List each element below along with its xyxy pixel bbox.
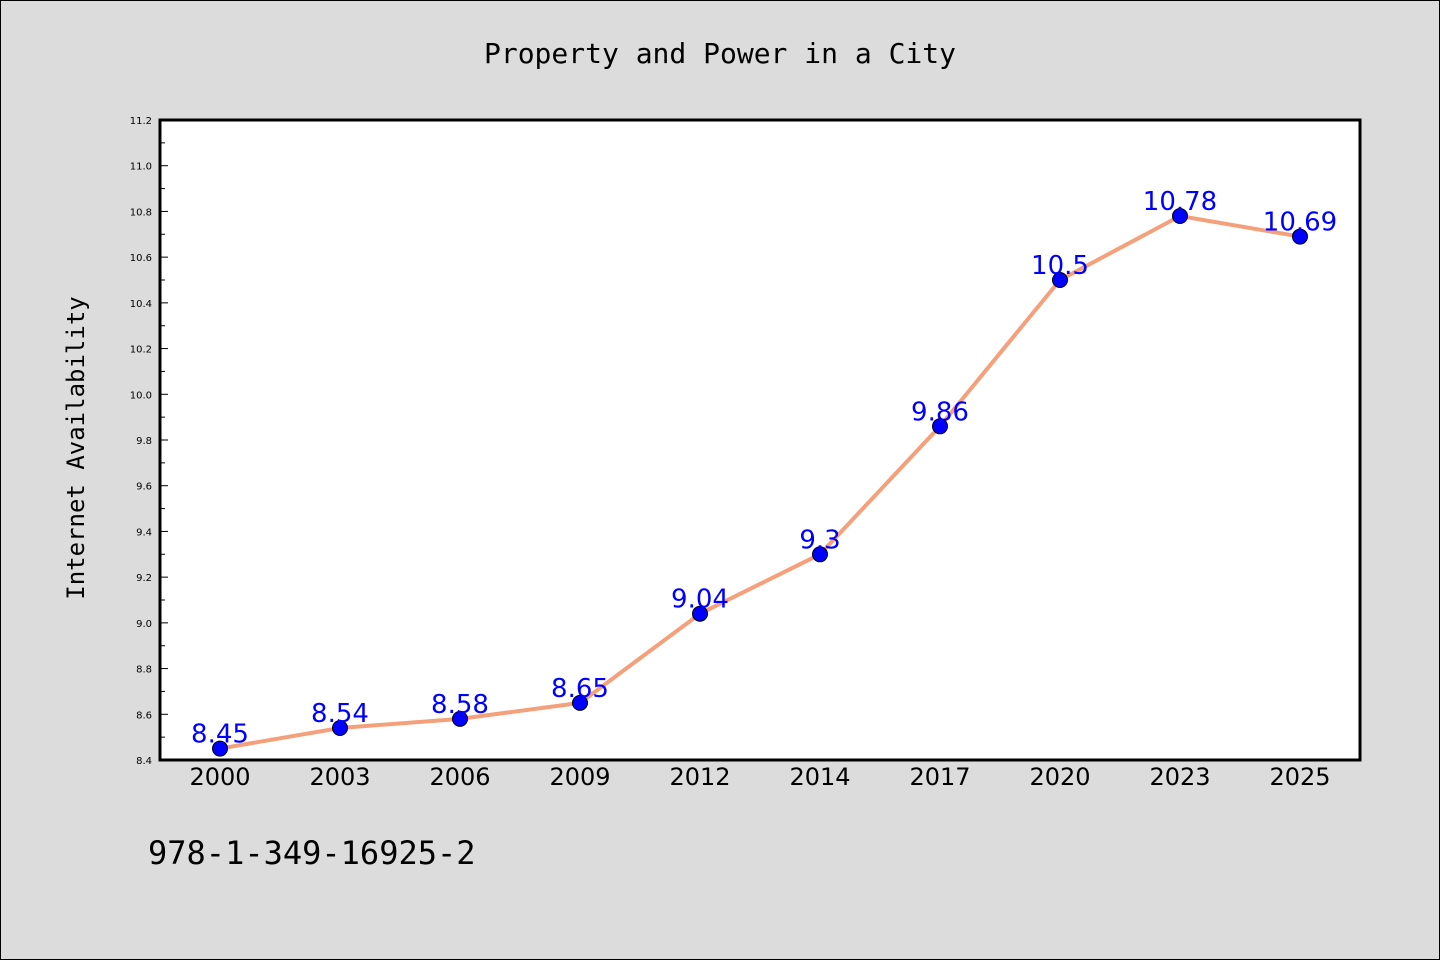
x-tick-label: 2003 (309, 763, 370, 791)
data-label: 9.86 (911, 397, 969, 427)
series-line (219, 214, 1301, 751)
y-tick-label: 8.4 (136, 756, 152, 767)
y-tick-label: 11.0 (130, 162, 152, 173)
data-label: 8.54 (311, 699, 369, 729)
y-tick-label: 9.8 (136, 436, 152, 447)
x-tick-label: 2014 (789, 763, 850, 791)
series-line-group: 8.45 8.54 8.58 8.65 9.04 9.3 9.86 10.5 10.78 10.6… (191, 187, 1337, 757)
data-point (692, 605, 708, 622)
y-tick-label: 9.4 (136, 527, 152, 538)
data-point (212, 740, 228, 757)
y-tick-label: 9.6 (136, 482, 152, 493)
x-tick-label: 2023 (1149, 763, 1210, 791)
y-tick-label: 8.6 (136, 710, 152, 721)
data-point (1292, 228, 1308, 245)
y-tick-label: 10.2 (130, 345, 152, 356)
data-point (1172, 208, 1188, 224)
y-axis: 8.4 8.6 8.8 9.0 9.2 9.4 9.6 9.8 10.0 10.2 10.4 10.6… (130, 116, 168, 767)
data-label: 10.69 (1263, 208, 1337, 238)
data-point (452, 710, 468, 727)
data-label: 10.5 (1031, 251, 1089, 281)
y-tick-label: 9.2 (136, 573, 152, 584)
x-tick-label: 2017 (909, 763, 970, 791)
x-tick-label: 2025 (1269, 763, 1330, 791)
data-label: 9.3 (799, 525, 840, 555)
y-tick-label: 10.4 (130, 299, 152, 310)
chart-title: Property and Power in a City (484, 37, 956, 70)
data-label: 10.78 (1143, 187, 1217, 217)
y-axis-label: Internet Availability (62, 296, 90, 599)
data-label: 8.65 (551, 674, 609, 704)
data-point (332, 720, 348, 736)
y-tick-label: 10.6 (130, 253, 152, 264)
x-axis: 2000 2003 2006 2009 2012 2014 2017 2020 2023 2025 (189, 763, 1330, 791)
y-tick-label: 11.2 (130, 116, 152, 127)
data-point (932, 418, 948, 435)
data-point (812, 546, 828, 563)
x-tick-label: 2006 (429, 763, 490, 791)
x-tick-label: 2012 (669, 763, 730, 791)
x-tick-label: 2020 (1029, 763, 1090, 791)
data-label: 9.04 (671, 585, 729, 615)
y-tick-label: 10.8 (130, 207, 152, 218)
data-label: 8.58 (431, 690, 489, 720)
y-tick-label: 10.0 (130, 390, 152, 401)
y-tick-label: 9.0 (136, 619, 152, 630)
data-point (572, 694, 588, 711)
footer-isbn: 978-1-349-16925-2 (148, 834, 476, 872)
x-tick-label: 2000 (189, 763, 250, 791)
data-point (1052, 272, 1068, 288)
x-tick-label: 2009 (549, 763, 610, 791)
y-tick-label: 8.8 (136, 665, 152, 676)
data-label: 8.45 (191, 720, 249, 750)
